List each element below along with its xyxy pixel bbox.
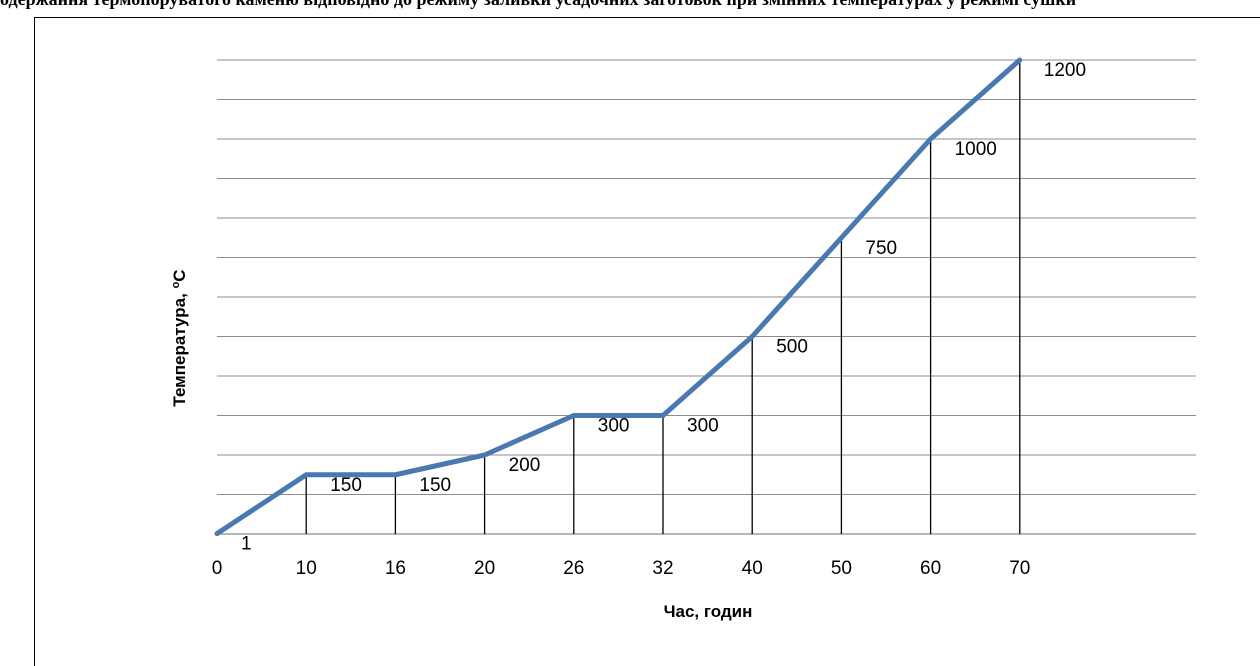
data-label: 1: [241, 534, 252, 555]
x-tick-label: 50: [831, 558, 852, 579]
y-axis-title-main: Температура,: [170, 288, 189, 406]
data-label: 300: [687, 416, 719, 437]
gridlines: [217, 59, 1196, 535]
data-label: 150: [419, 475, 451, 496]
x-tick-label: 60: [920, 558, 941, 579]
x-tick-label: 0: [212, 558, 223, 579]
x-tick-label: 32: [652, 558, 673, 579]
x-tick-label: 40: [742, 558, 763, 579]
data-label: 200: [509, 455, 541, 476]
y-axis-title-unit: C: [170, 269, 189, 281]
x-tick-label: 20: [474, 558, 495, 579]
data-label: 150: [330, 475, 362, 496]
x-tick-label: 10: [296, 558, 317, 579]
y-axis-title: Температура, oC: [170, 269, 189, 406]
clipped-header-text: одержання термопоруватого каменю відпові…: [0, 0, 1260, 9]
data-label: 750: [865, 238, 897, 259]
data-label: 1000: [955, 139, 997, 160]
chart-frame: [34, 17, 1260, 666]
drop-lines: [305, 60, 1021, 534]
x-tick-label: 26: [563, 558, 584, 579]
x-tick-label: 16: [385, 558, 406, 579]
x-tick-label: 70: [1009, 558, 1030, 579]
x-tick-labels: 0 10 16 20 26 32 40 50 60 70: [212, 558, 1031, 579]
temperature-line: [214, 57, 1023, 537]
y-axis-title-degree: o: [170, 281, 182, 288]
data-label: 500: [776, 337, 808, 358]
data-label: 300: [598, 416, 630, 437]
x-axis-title: Час, годин: [664, 602, 753, 621]
data-labels: 1 150 150 200 300 300 500 750 1000 1200: [241, 60, 1086, 555]
data-label: 1200: [1044, 60, 1086, 81]
